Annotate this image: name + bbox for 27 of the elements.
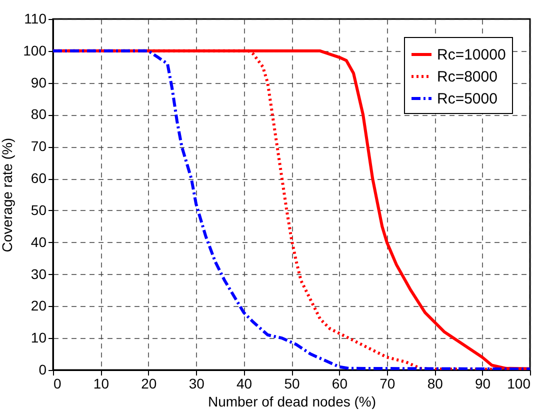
y-tick-label: 30 (30, 266, 47, 282)
x-tick-label: 90 (475, 376, 491, 392)
x-tick-label: 70 (380, 376, 396, 392)
y-tick-label: 0 (38, 362, 47, 378)
y-axis-title: Coverage rate (%) (0, 138, 16, 252)
x-tick-label: 50 (284, 376, 300, 392)
legend-label: Rc=10000 (437, 46, 506, 64)
y-tick-label: 50 (30, 202, 47, 218)
x-tick-label: 100 (507, 376, 531, 392)
x-tick-label: 40 (236, 376, 252, 392)
y-tick-label: 90 (30, 74, 47, 90)
y-tick-label: 40 (30, 234, 47, 250)
y-tick-label: 20 (30, 298, 47, 314)
legend-label: Rc=8000 (437, 68, 498, 86)
y-tick-label: 70 (30, 138, 47, 154)
y-tick-label: 10 (30, 330, 47, 346)
x-tick-label: 0 (54, 376, 62, 392)
y-tick-label: 110 (24, 10, 47, 26)
y-tick-label: 100 (23, 42, 47, 58)
y-tick-label: 60 (30, 170, 47, 186)
legend-label: Rc=5000 (437, 90, 498, 108)
x-tick-label: 80 (427, 376, 444, 392)
x-tick-label: 10 (93, 376, 110, 392)
x-tick-label: 60 (332, 376, 348, 392)
x-tick-label: 30 (188, 376, 205, 392)
x-tick-label: 20 (141, 376, 157, 392)
y-tick-label: 80 (30, 106, 47, 122)
